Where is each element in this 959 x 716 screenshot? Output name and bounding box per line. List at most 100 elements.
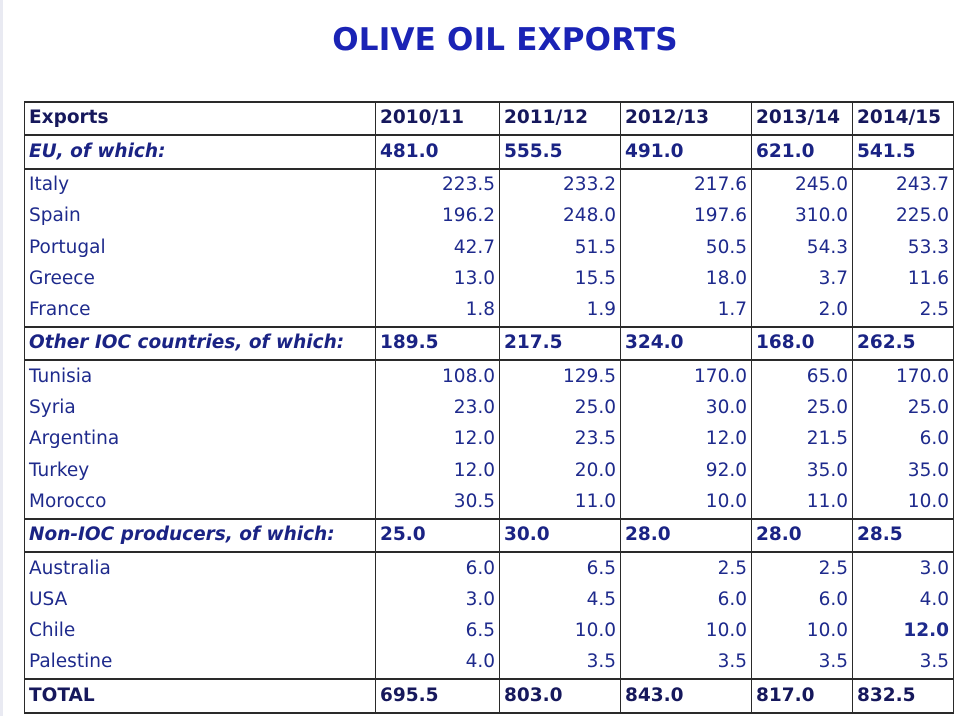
value-cell: 189.5 [375, 326, 500, 362]
value-cell: 28.0 [751, 517, 853, 554]
column-header-2010-11: 2010/11 [375, 100, 500, 137]
row-label: France [24, 294, 376, 328]
value-cell: 310.0 [751, 200, 853, 233]
value-cell: 12.0 [852, 615, 954, 648]
value-cell: 50.5 [620, 232, 752, 264]
row-label: TOTAL [24, 678, 376, 714]
page-title: OLIVE OIL EXPORTS [332, 22, 678, 58]
value-cell: 233.2 [499, 168, 621, 201]
value-cell: 4.0 [852, 584, 954, 616]
value-cell: 3.5 [751, 647, 853, 680]
table-row: Argentina 12.0 23.5 12.0 21.5 6.0 [24, 423, 954, 456]
group-row: Other IOC countries, of which: 189.5 217.5… [24, 326, 954, 362]
value-cell: 42.7 [375, 232, 500, 264]
value-cell: 18.0 [620, 263, 752, 295]
value-cell: 1.8 [375, 294, 500, 328]
table-row: Palestine 4.0 3.5 3.5 3.5 3.5 [24, 647, 954, 680]
value-cell: 4.5 [499, 584, 621, 616]
row-label: Australia [24, 552, 376, 585]
value-cell: 2.5 [852, 294, 954, 328]
value-cell: 217.5 [499, 326, 621, 362]
column-header-2011-12: 2011/12 [499, 100, 621, 137]
value-cell: 695.5 [375, 678, 500, 714]
row-label: Palestine [24, 647, 376, 680]
table-row: Tunisia 108.0 129.5 170.0 65.0 170.0 [24, 360, 954, 393]
row-label: Portugal [24, 232, 376, 264]
group-row: EU, of which: 481.0 555.5 491.0 621.0 541.5 [24, 134, 954, 170]
value-cell: 21.5 [751, 423, 853, 456]
value-cell: 51.5 [499, 232, 621, 264]
value-cell: 491.0 [620, 134, 752, 170]
value-cell: 3.5 [499, 647, 621, 680]
value-cell: 3.0 [375, 584, 500, 616]
value-cell: 6.5 [499, 552, 621, 585]
table-row: Spain 196.2 248.0 197.6 310.0 225.0 [24, 200, 954, 233]
value-cell: 481.0 [375, 134, 500, 170]
row-label: Non-IOC producers, of which: [24, 517, 376, 554]
value-cell: 324.0 [620, 326, 752, 362]
value-cell: 30.0 [499, 517, 621, 554]
value-cell: 92.0 [620, 455, 752, 487]
value-cell: 196.2 [375, 200, 500, 233]
value-cell: 3.0 [852, 552, 954, 585]
left-edge-strip [0, 0, 3, 716]
value-cell: 15.5 [499, 263, 621, 295]
table-row: Australia 6.0 6.5 2.5 2.5 3.0 [24, 552, 954, 585]
row-label: Syria [24, 392, 376, 424]
value-cell: 832.5 [852, 678, 954, 714]
value-cell: 25.0 [852, 392, 954, 424]
value-cell: 1.7 [620, 294, 752, 328]
value-cell: 2.0 [751, 294, 853, 328]
value-cell: 10.0 [499, 615, 621, 648]
value-cell: 541.5 [852, 134, 954, 170]
value-cell: 248.0 [499, 200, 621, 233]
exports-table-body: Exports 2010/11 2011/12 2012/13 2013/14 … [24, 100, 954, 714]
value-cell: 170.0 [852, 360, 954, 393]
value-cell: 10.0 [620, 615, 752, 648]
value-cell: 170.0 [620, 360, 752, 393]
value-cell: 20.0 [499, 455, 621, 487]
table-row: Syria 23.0 25.0 30.0 25.0 25.0 [24, 392, 954, 424]
value-cell: 12.0 [375, 455, 500, 487]
value-cell: 10.0 [751, 615, 853, 648]
column-header-2014-15: 2014/15 [852, 100, 954, 137]
value-cell: 30.5 [375, 486, 500, 519]
value-cell: 3.5 [620, 647, 752, 680]
total-row: TOTAL 695.5 803.0 843.0 817.0 832.5 [24, 678, 954, 714]
value-cell: 11.0 [499, 486, 621, 519]
table-row: Portugal 42.7 51.5 50.5 54.3 53.3 [24, 232, 954, 264]
value-cell: 4.0 [375, 647, 500, 680]
value-cell: 6.0 [751, 584, 853, 616]
value-cell: 11.6 [852, 263, 954, 295]
column-header-2013-14: 2013/14 [751, 100, 853, 137]
table-header-row: Exports 2010/11 2011/12 2012/13 2013/14 … [24, 100, 954, 137]
row-label: Greece [24, 263, 376, 295]
table-row: France 1.8 1.9 1.7 2.0 2.5 [24, 294, 954, 328]
value-cell: 35.0 [751, 455, 853, 487]
value-cell: 621.0 [751, 134, 853, 170]
value-cell: 54.3 [751, 232, 853, 264]
row-label: Spain [24, 200, 376, 233]
value-cell: 28.5 [852, 517, 954, 554]
row-label: Chile [24, 615, 376, 648]
value-cell: 23.0 [375, 392, 500, 424]
value-cell: 2.5 [620, 552, 752, 585]
value-cell: 12.0 [620, 423, 752, 456]
value-cell: 129.5 [499, 360, 621, 393]
column-header-exports: Exports [24, 100, 376, 137]
value-cell: 223.5 [375, 168, 500, 201]
value-cell: 1.9 [499, 294, 621, 328]
value-cell: 168.0 [751, 326, 853, 362]
value-cell: 803.0 [499, 678, 621, 714]
row-label: Argentina [24, 423, 376, 456]
value-cell: 10.0 [620, 486, 752, 519]
value-cell: 2.5 [751, 552, 853, 585]
value-cell: 6.5 [375, 615, 500, 648]
value-cell: 35.0 [852, 455, 954, 487]
value-cell: 197.6 [620, 200, 752, 233]
row-label: EU, of which: [24, 134, 376, 170]
value-cell: 245.0 [751, 168, 853, 201]
value-cell: 262.5 [852, 326, 954, 362]
value-cell: 108.0 [375, 360, 500, 393]
table-row: Chile 6.5 10.0 10.0 10.0 12.0 [24, 615, 954, 648]
